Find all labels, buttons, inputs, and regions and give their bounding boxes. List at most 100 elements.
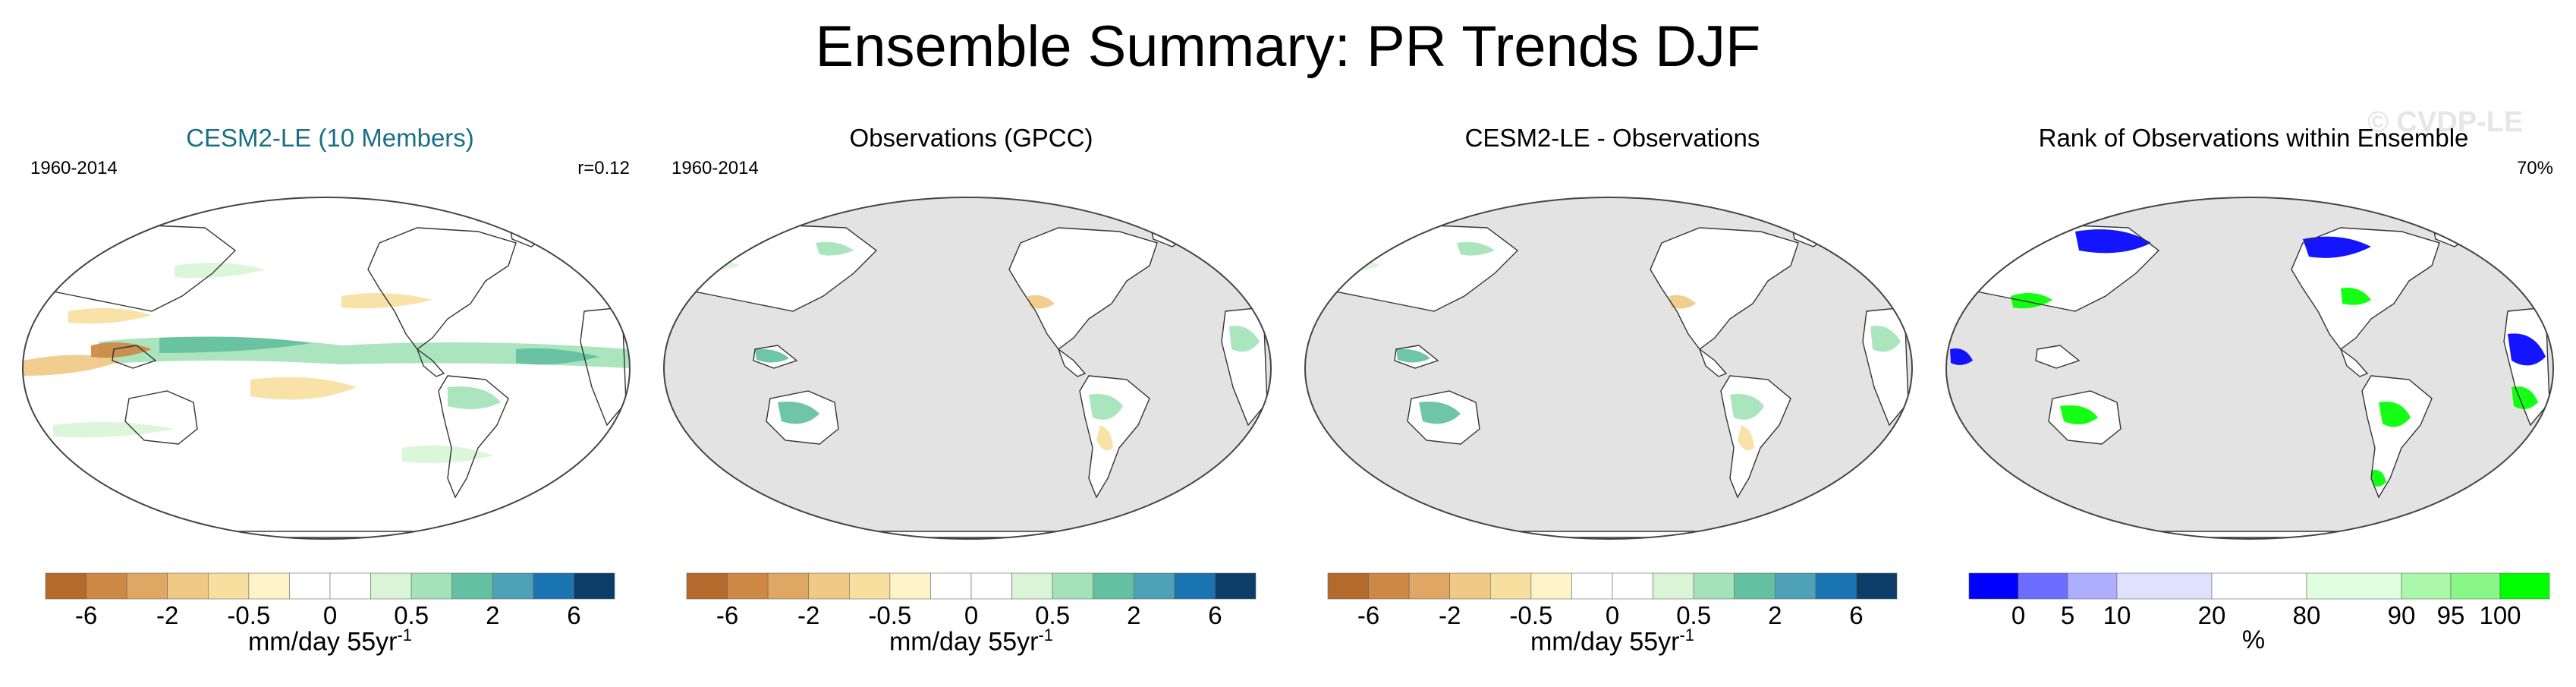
colorbar-units-label: %	[2241, 626, 2266, 654]
colorbar-swatch	[1133, 572, 1175, 600]
colorbar-swatch	[1174, 572, 1216, 600]
colorbar-swatch	[2450, 572, 2501, 600]
map-panel: Observations (GPCC) 1960-2014 -6 -2 -0.5 0 0.5…	[656, 114, 1286, 683]
coastline-australia	[1407, 390, 1480, 445]
colorbar-tick-label: -6	[1357, 601, 1379, 629]
colorbar-swatch	[207, 572, 250, 600]
panel-title: Rank of Observations within Ensemble	[2038, 124, 2469, 152]
trend-region	[1950, 348, 1973, 365]
colorbar-swatch	[126, 572, 168, 600]
colorbar-swatch	[1530, 572, 1572, 600]
land-antarctic	[732, 531, 1203, 537]
trend-region	[53, 422, 175, 438]
map-background	[23, 197, 630, 539]
trend-region	[1867, 254, 1897, 270]
colorbar-swatch	[1571, 572, 1613, 600]
coastline-north-america	[1008, 227, 1158, 350]
colorbar-swatch	[2211, 572, 2307, 600]
colorbar-swatch	[1693, 572, 1735, 600]
colorbar-swatch	[2499, 572, 2550, 600]
colorbar-tick-label: 6	[1208, 601, 1222, 629]
trend-region	[448, 386, 501, 409]
colorbar-tick-label: -6	[75, 601, 97, 629]
trend-region	[755, 348, 789, 363]
trend-region	[1669, 295, 1696, 309]
units-exponent: -1	[1038, 626, 1054, 644]
map-border	[22, 197, 631, 540]
colorbar-swatch	[2018, 572, 2068, 600]
coastline-maritime	[112, 345, 157, 369]
land-north-america	[1650, 228, 1798, 349]
colorbar-tick-label: -2	[1439, 601, 1461, 629]
colorbar-tick-label: 10	[2103, 601, 2131, 629]
trend-region	[1229, 326, 1260, 352]
coastline-maritime	[753, 345, 798, 369]
colorbar-swatch	[2306, 572, 2402, 600]
colorbar-swatch	[1734, 572, 1776, 600]
land-central-america	[1700, 349, 1726, 377]
coastline-central-america	[1698, 348, 1728, 377]
colorbar-units-label: mm/day 55yr-1	[1530, 626, 1695, 657]
colorbar-swatch	[533, 572, 574, 600]
watermark: © CVDP-LE	[2367, 106, 2524, 138]
land-north-america	[2291, 228, 2439, 349]
period-label: 1960-2014	[30, 158, 118, 178]
coastline-south-america	[1079, 375, 1150, 499]
colorbar-swatch	[248, 572, 290, 600]
world-map	[22, 197, 631, 540]
colorbar-tick-label: 0	[323, 601, 337, 629]
trend-region	[2379, 402, 2411, 427]
colorbar-swatch	[1215, 572, 1257, 600]
colorbar-swatch	[86, 572, 127, 600]
coastline-australia	[2048, 390, 2122, 445]
trend-region	[2508, 333, 2546, 366]
colorbar-tick-label: -0.5	[1509, 601, 1552, 629]
trend-region	[816, 241, 854, 256]
colorbar-swatch	[1612, 572, 1653, 600]
colorbar-tick-label: -2	[156, 601, 178, 629]
coastline-australia	[766, 390, 839, 445]
colorbar-tick-label: 6	[1849, 601, 1863, 629]
colorbar-tick-label: 0	[2011, 601, 2025, 629]
colorbar-swatch	[848, 572, 891, 600]
colorbar-tick-label: 0.5	[394, 601, 429, 629]
colorbar-swatch	[1052, 572, 1094, 600]
colorbar-tick-label: 95	[2437, 601, 2465, 629]
colorbar-tick-label: 0.5	[1676, 601, 1711, 629]
trend-region	[175, 263, 266, 279]
colorbar-units-label: mm/day 55yr-1	[247, 626, 413, 657]
colorbar-tick-label: 2	[1127, 601, 1140, 629]
trend-region	[1419, 402, 1461, 424]
colorbar-swatch	[1815, 572, 1857, 600]
trend-region	[1730, 394, 1764, 420]
map-border	[1945, 197, 2554, 540]
world-map	[1304, 197, 1913, 540]
units-exponent: -1	[1679, 626, 1695, 644]
coastline-central-america	[2339, 348, 2369, 377]
colorbar-swatch	[1408, 572, 1451, 600]
stat-label: r=0.12	[577, 158, 630, 178]
colorbar: -6 -2 -0.5 0 0.5 2 6	[45, 572, 615, 629]
colorbar-swatch	[1327, 572, 1369, 600]
land-antarctic	[2015, 531, 2485, 537]
panel-title: CESM2-LE - Observations	[1464, 124, 1760, 152]
colorbar-tick-label: 20	[2198, 601, 2226, 629]
trend-region	[1028, 295, 1055, 309]
colorbar-tick-label: 90	[2388, 601, 2416, 629]
world-map	[1945, 197, 2554, 540]
trend-region	[159, 336, 311, 353]
colorbar-swatch	[1093, 572, 1134, 600]
trend-region	[23, 355, 121, 376]
colorbar-tick-label: 6	[567, 601, 580, 629]
colorbar-swatch	[2401, 572, 2452, 600]
map-border	[663, 197, 1272, 540]
trend-region	[2060, 405, 2098, 424]
colorbar-swatch	[808, 572, 850, 600]
colorbar-swatch	[45, 572, 86, 600]
trend-region	[778, 402, 819, 424]
colorbar-swatch	[1856, 572, 1898, 600]
map-panel: CESM2-LE (10 Members) 1960-2014 r=0.12 -6 -2…	[15, 114, 645, 683]
trend-region	[2371, 470, 2386, 487]
coastline-south-america	[438, 375, 509, 499]
colorbar: -6 -2 -0.5 0 0.5 2 6	[1327, 572, 1898, 629]
